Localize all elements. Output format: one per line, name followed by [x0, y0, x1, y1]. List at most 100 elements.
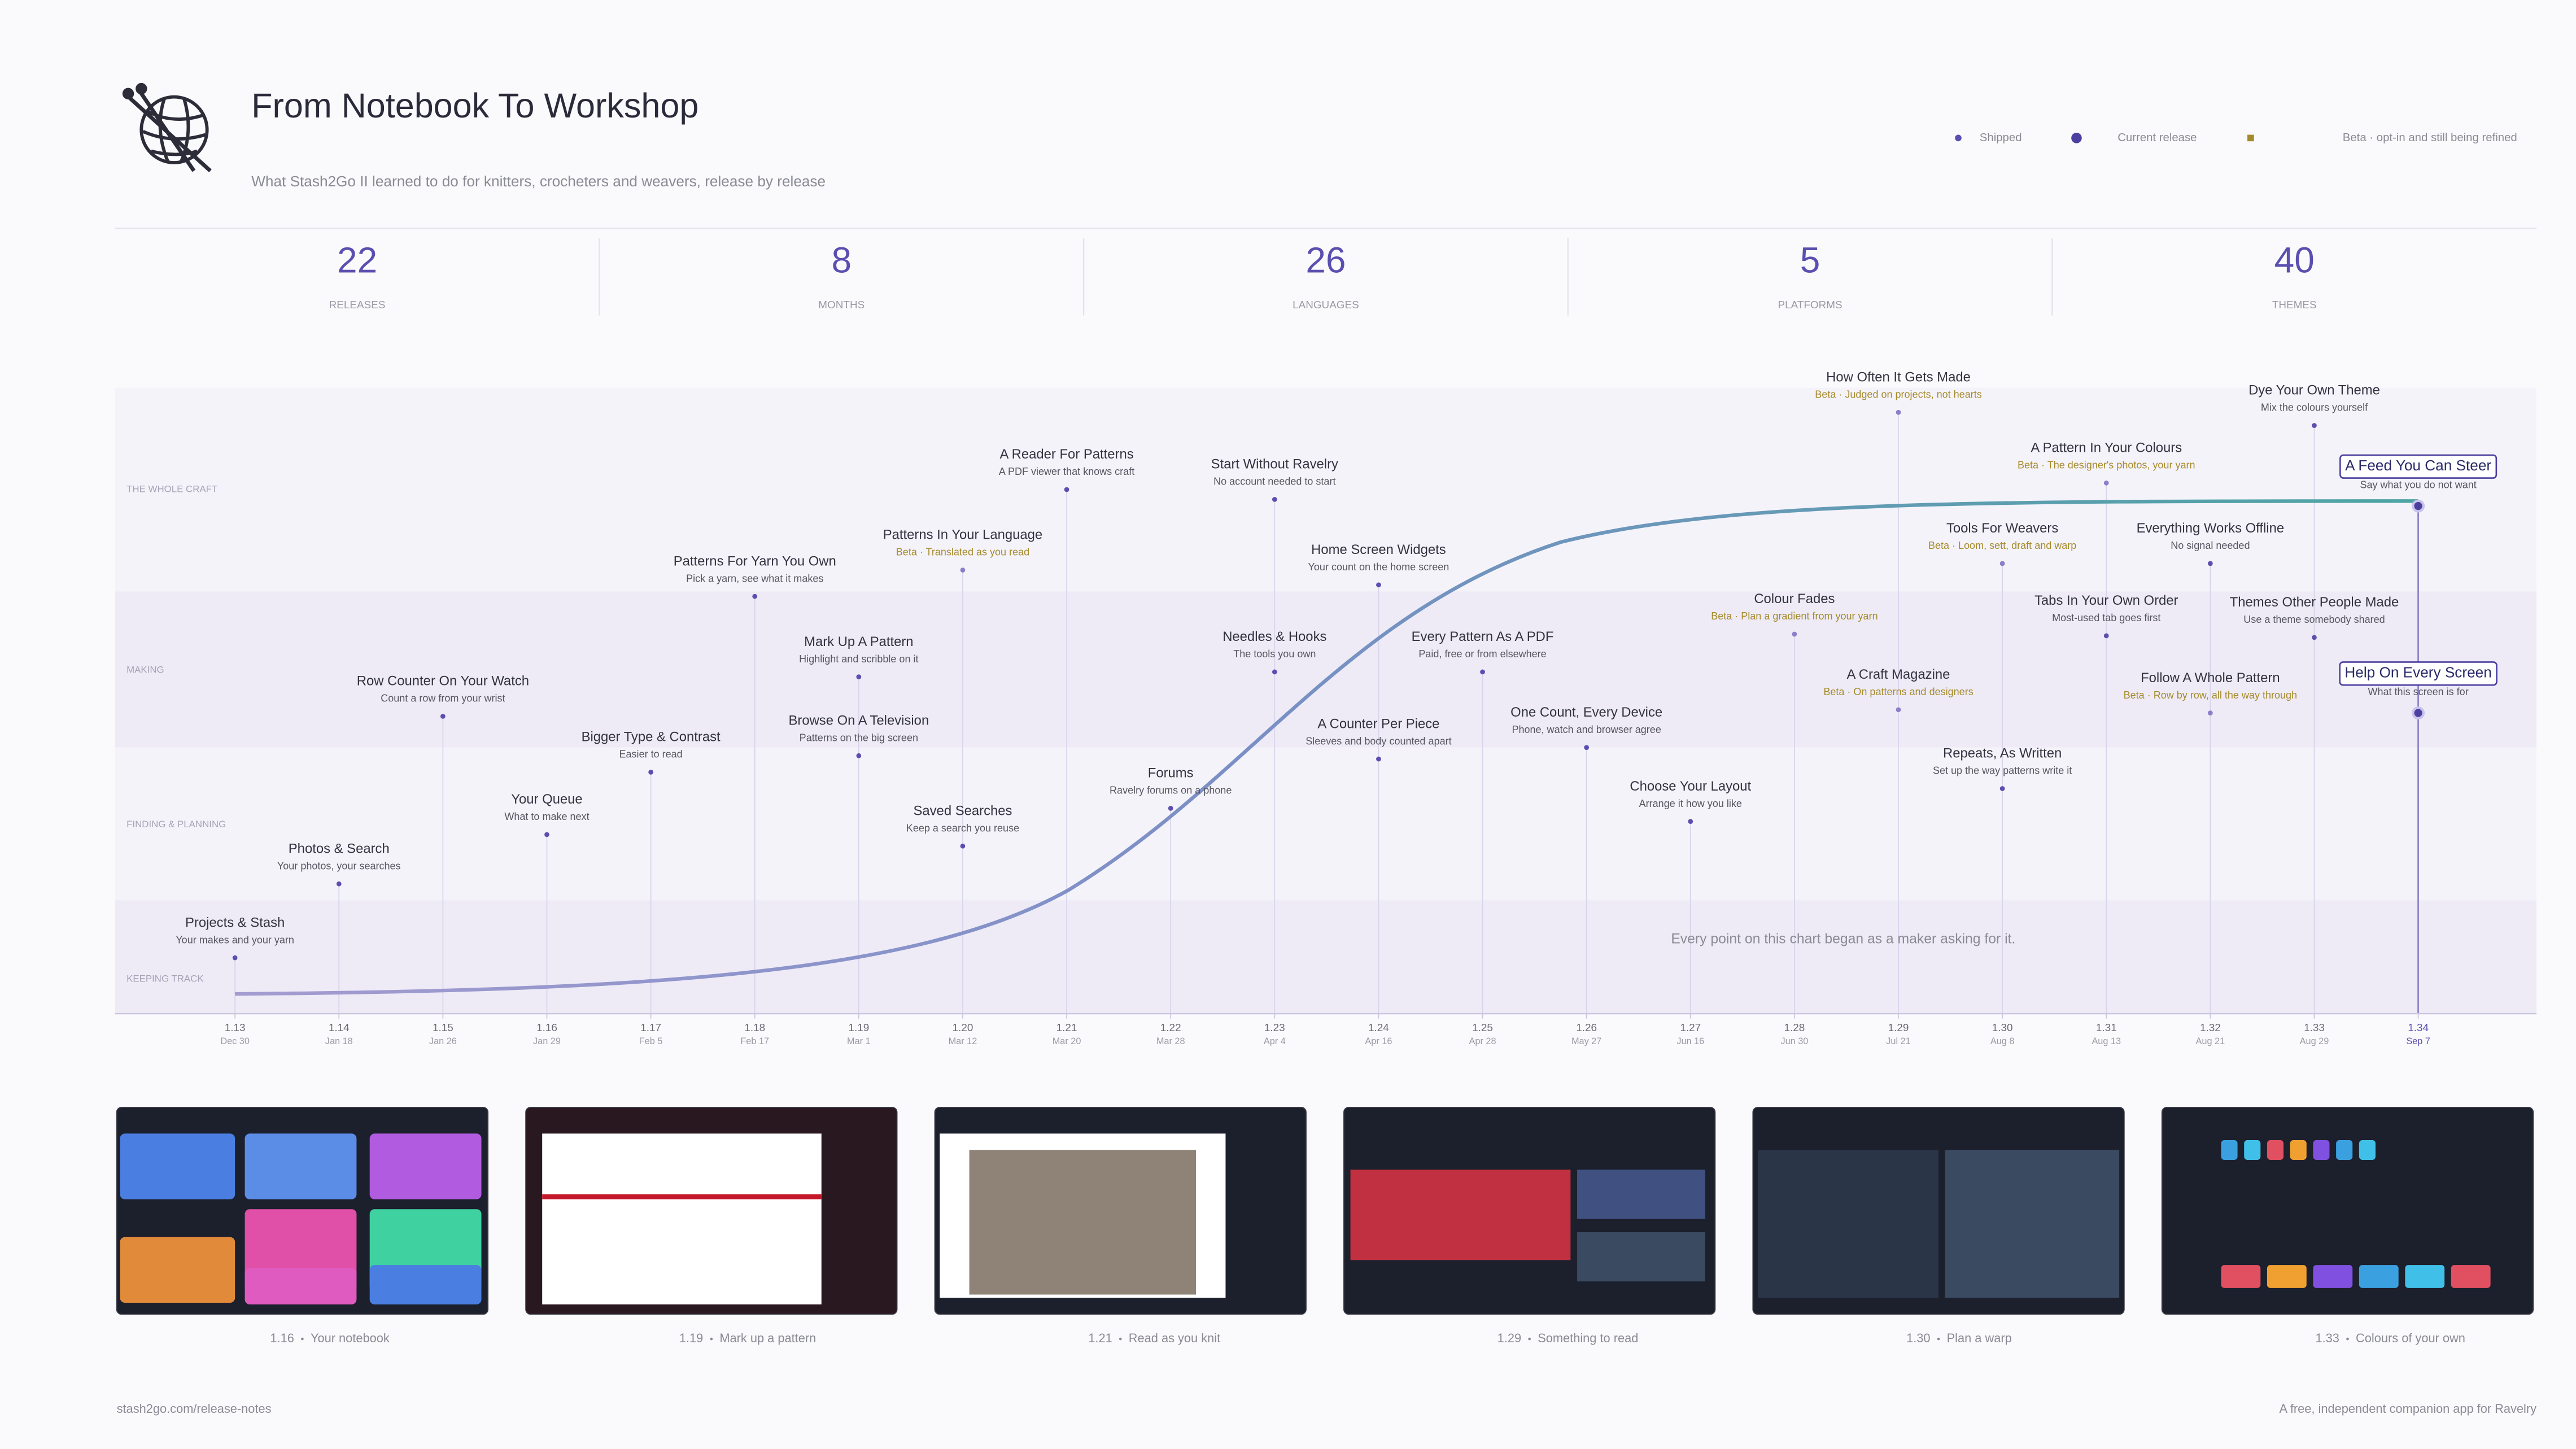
milestone-title: Every Pattern As A PDF [1412, 629, 1554, 644]
current-milestone-dot [2412, 706, 2425, 720]
screenshot [2161, 1106, 2534, 1315]
screenshot-card [1577, 1169, 1705, 1219]
release-date: Mar 1 [847, 1036, 871, 1046]
screenshot [934, 1106, 1307, 1315]
screenshot-card [1350, 1169, 1571, 1260]
milestone-title: Everything Works Offline [2137, 521, 2285, 536]
screenshot-panel [1945, 1150, 2120, 1298]
release-date: Jun 30 [1780, 1036, 1808, 1046]
milestone-dot [752, 593, 758, 599]
screenshots: 1.16 Your notebook 1.19 Mark up a pattern 1.… [116, 1106, 2534, 1345]
lane-label: KEEPING TRACK [126, 973, 204, 984]
milestone-title: Needles & Hooks [1222, 629, 1326, 644]
screenshot-separator [1528, 1337, 1531, 1341]
stat-label: LANGUAGES [1293, 299, 1359, 311]
release-version: 1.25 [1472, 1022, 1493, 1034]
milestone-dot [1688, 819, 1693, 824]
milestone-subtitle: Patterns on the big screen [800, 732, 918, 743]
milestone-title: How Often It Gets Made [1826, 369, 1971, 385]
current-milestone-dot [2412, 499, 2425, 513]
release-version: 1.26 [1576, 1022, 1597, 1034]
current-milestone-box [2339, 454, 2498, 479]
milestone-title: Forums [1148, 766, 1194, 781]
milestone-title: Saved Searches [913, 803, 1012, 818]
milestone-subtitle: The tools you own [1233, 648, 1316, 660]
screenshot-version: 1.30 [1906, 1331, 1930, 1345]
milestone-subtitle: No account needed to start [1213, 476, 1335, 487]
screenshot-swatch [2267, 1140, 2284, 1160]
release-version: 1.15 [433, 1022, 453, 1034]
release-version: 1.18 [744, 1022, 765, 1034]
stat-value: 8 [831, 239, 852, 280]
milestone-subtitle: Ravelry forums on a phone [1110, 785, 1232, 796]
legend-beta-square [2247, 134, 2254, 142]
screenshot-caption: Colours of your own [2356, 1331, 2465, 1345]
release-date: Feb 17 [740, 1036, 769, 1046]
screenshot-tile [244, 1133, 357, 1199]
milestone-subtitle: Highlight and scribble on it [799, 653, 918, 665]
release-date: Aug 29 [2300, 1036, 2329, 1046]
milestone-dot [1896, 409, 1901, 415]
screenshot-photo [969, 1150, 1197, 1295]
release-date: Aug 13 [2092, 1036, 2121, 1046]
milestone-title: Row Counter On Your Watch [357, 674, 529, 689]
release-axis: 1.13 Dec 30 1.14 Jan 18 1.15 Jan 26 1.16 Jan 29… [220, 1014, 2430, 1046]
milestone-subtitle-beta: Beta · Plan a gradient from your yarn [1711, 610, 1878, 622]
milestone-subtitle-beta: Beta · Row by row, all the way through [2124, 689, 2297, 701]
release-date: Apr 4 [1264, 1036, 1286, 1046]
milestone-title: Patterns For Yarn You Own [674, 553, 836, 569]
release-version: 1.33 [2304, 1022, 2325, 1034]
milestone-title: Patterns In Your Language [883, 527, 1042, 543]
stat-label: PLATFORMS [1778, 299, 1842, 311]
stat-value: 26 [1306, 239, 1346, 280]
screenshot-tile [120, 1237, 235, 1303]
screenshot [1752, 1106, 2125, 1315]
milestone-dot [2207, 710, 2213, 715]
release-date: Mar 28 [1156, 1036, 1185, 1046]
milestone-title: Choose Your Layout [1630, 779, 1751, 794]
release-version: 1.28 [1784, 1022, 1805, 1034]
screenshot-theme [2221, 1265, 2261, 1288]
milestone-dot [2103, 633, 2109, 639]
screenshot-tile [244, 1268, 357, 1304]
milestone-subtitle-beta: Beta · On patterns and designers [1823, 686, 1973, 697]
stat-label: MONTHS [818, 299, 865, 311]
lane-label: THE WHOLE CRAFT [126, 483, 217, 494]
screenshot-caption: Your notebook [311, 1331, 390, 1345]
milestone-dot [1272, 669, 1277, 675]
screenshot-theme [2451, 1265, 2491, 1288]
screenshot [525, 1106, 898, 1315]
release-date: Jan 18 [325, 1036, 353, 1046]
milestone-subtitle-beta: Beta · The designer's photos, your yarn [2018, 460, 2195, 471]
release-version: 1.34 [2408, 1022, 2429, 1034]
milestone-subtitle-beta: Beta · Loom, sett, draft and warp [1928, 540, 2076, 551]
screenshot-tile [369, 1265, 482, 1304]
annotation: Every point on this chart began as a mak… [1671, 932, 2015, 947]
milestone-dot [1584, 745, 1590, 750]
screenshot-swatch [2313, 1140, 2330, 1160]
milestone-subtitle: Say what you do not want [2360, 479, 2476, 490]
milestone-dot [1272, 497, 1277, 502]
milestone-subtitle: Paid, free or from elsewhere [1418, 648, 1546, 660]
screenshot-separator [710, 1337, 713, 1341]
screenshot-caption: Plan a warp [1947, 1331, 2012, 1345]
milestone-dot [1480, 669, 1485, 675]
screenshot-page [542, 1133, 822, 1304]
milestone-subtitle: Keep a search you reuse [906, 823, 1019, 834]
milestone-title: A Reader For Patterns [999, 447, 1133, 462]
screenshot-highlight [542, 1194, 822, 1199]
milestone-title: Mark Up A Pattern [804, 634, 913, 649]
milestone-subtitle: What to make next [504, 811, 589, 822]
screenshot-separator [2346, 1337, 2349, 1341]
release-version: 1.32 [2200, 1022, 2221, 1034]
growth-curve [235, 499, 2418, 996]
release-version: 1.21 [1056, 1022, 1077, 1034]
milestone-title: Home Screen Widgets [1311, 542, 1446, 557]
milestone-subtitle: Your count on the home screen [1308, 561, 1449, 573]
screenshot-version: 1.29 [1497, 1331, 1521, 1345]
screenshot-panel [1758, 1150, 1939, 1298]
milestone-dot [960, 568, 966, 573]
milestone-dot [2312, 423, 2317, 428]
